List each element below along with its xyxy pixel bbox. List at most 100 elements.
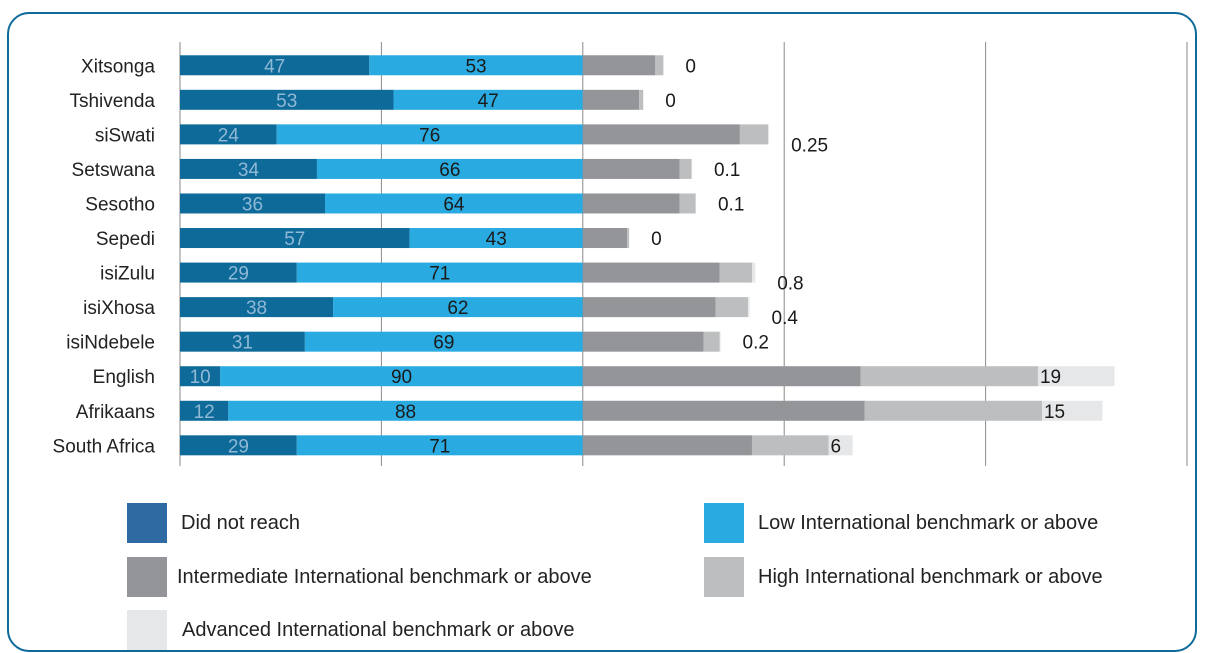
advanced-data-label: 0.2: [743, 333, 769, 354]
data-label: 38: [246, 298, 267, 319]
bar-segment: [582, 89, 640, 110]
bar-segment: [304, 331, 583, 352]
data-label: 76: [419, 125, 440, 146]
data-label: 53: [465, 56, 486, 77]
category-label: English: [93, 367, 155, 388]
bar-segment: [228, 400, 583, 421]
bar-segment: [582, 435, 752, 456]
bar-segment: [1041, 400, 1103, 421]
bar-segment: [679, 158, 692, 179]
bar-segment: [180, 124, 277, 145]
data-label: 34: [238, 160, 260, 181]
data-label: 43: [486, 229, 507, 250]
bar-segment: [582, 262, 720, 283]
data-label: 31: [232, 333, 253, 354]
category-label: South Africa: [53, 436, 156, 457]
bar-segment: [180, 89, 394, 110]
bar-segment: [747, 297, 750, 318]
bar-segment: [582, 193, 680, 214]
advanced-data-label: 0.1: [714, 160, 740, 181]
bar-segment: [180, 400, 229, 421]
bar-segment: [639, 89, 644, 110]
data-label: 47: [264, 56, 285, 77]
data-label: 36: [242, 194, 263, 215]
bar-segment: [325, 193, 583, 214]
category-label: isiNdebele: [66, 333, 155, 354]
bar-segment: [180, 435, 297, 456]
legend-swatch-low: [704, 503, 744, 543]
advanced-data-label: 0: [665, 91, 676, 112]
legend-label-advanced: Advanced International benchmark or abov…: [182, 618, 575, 641]
data-label: 90: [391, 367, 412, 388]
bar-segment: [393, 89, 583, 110]
bar-segment: [582, 55, 656, 76]
bar-segment: [180, 55, 370, 76]
legend-swatch-did-not-reach: [127, 503, 167, 543]
data-label: 47: [478, 91, 499, 112]
category-label: Sepedi: [96, 229, 155, 250]
category-label: Sesotho: [85, 194, 155, 215]
legend-item-advanced: Advanced International benchmark or abov…: [127, 610, 574, 650]
bar-segment: [582, 124, 740, 145]
legend-label-high: High International benchmark or above: [758, 565, 1103, 588]
bar-segment: [655, 55, 664, 76]
data-label: 71: [429, 436, 450, 457]
data-label: 10: [190, 367, 211, 388]
data-label: 66: [439, 160, 460, 181]
bar-segment: [739, 124, 769, 145]
bar-segment: [582, 331, 704, 352]
bar-segment: [768, 124, 770, 145]
bar-segment: [316, 158, 583, 179]
bar-segment: [751, 435, 829, 456]
legend-item-low: Low International benchmark or above: [704, 503, 1098, 543]
bar-segment: [864, 400, 1042, 421]
advanced-data-label: 0.4: [772, 308, 799, 329]
bar-segment: [180, 228, 410, 249]
legend-label-intermediate: Intermediate International benchmark or …: [177, 565, 592, 588]
bar-segment: [180, 262, 297, 283]
category-label: Xitsonga: [81, 56, 155, 77]
bar-segment: [296, 435, 583, 456]
data-label: 29: [228, 264, 249, 285]
bar-segment: [719, 331, 721, 352]
legend-swatch-intermediate: [127, 557, 167, 597]
bar-segment: [409, 228, 583, 249]
data-label: 69: [433, 333, 454, 354]
legend-item-did-not-reach: Did not reach: [127, 503, 300, 543]
legend-label-did-not-reach: Did not reach: [181, 511, 300, 534]
category-label: isiXhosa: [83, 298, 155, 319]
data-label: 57: [284, 229, 305, 250]
bar-segment: [719, 262, 752, 283]
data-label: 24: [218, 125, 240, 146]
category-label: siSwati: [95, 125, 155, 146]
bar-segment: [582, 297, 716, 318]
advanced-data-label: 0.1: [718, 194, 744, 215]
advanced-data-label: 0.8: [777, 274, 803, 295]
bar-segment: [180, 193, 326, 214]
bar-segment: [703, 331, 720, 352]
chart-frame: [7, 12, 1197, 652]
category-label: Tshivenda: [69, 91, 155, 112]
advanced-data-label: 0: [685, 56, 696, 77]
data-label: 64: [443, 194, 465, 215]
bar-segment: [1037, 366, 1115, 387]
advanced-data-label: 6: [831, 436, 842, 457]
data-label: 71: [429, 264, 450, 285]
bar-segment: [751, 262, 756, 283]
category-label: Setswana: [72, 160, 156, 181]
bar-segment: [582, 158, 680, 179]
bar-segment: [180, 297, 334, 318]
stacked-bar-chart: Xitsonga 47 53 0 Tshivenda 53 47 0 siSwati 24 76 0.…: [53, 42, 1188, 466]
bar-segment: [679, 193, 696, 214]
data-label: 88: [395, 402, 416, 423]
advanced-data-label: 15: [1044, 402, 1065, 423]
bar-segment: [276, 124, 583, 145]
bar-segment: [220, 366, 583, 387]
category-label: isiZulu: [100, 264, 155, 285]
bar-segment: [296, 262, 583, 283]
legend-item-high: High International benchmark or above: [704, 557, 1103, 597]
advanced-data-label: 0.25: [791, 135, 828, 156]
bar-segment: [180, 158, 317, 179]
bar-segment: [828, 435, 853, 456]
data-label: 29: [228, 436, 249, 457]
